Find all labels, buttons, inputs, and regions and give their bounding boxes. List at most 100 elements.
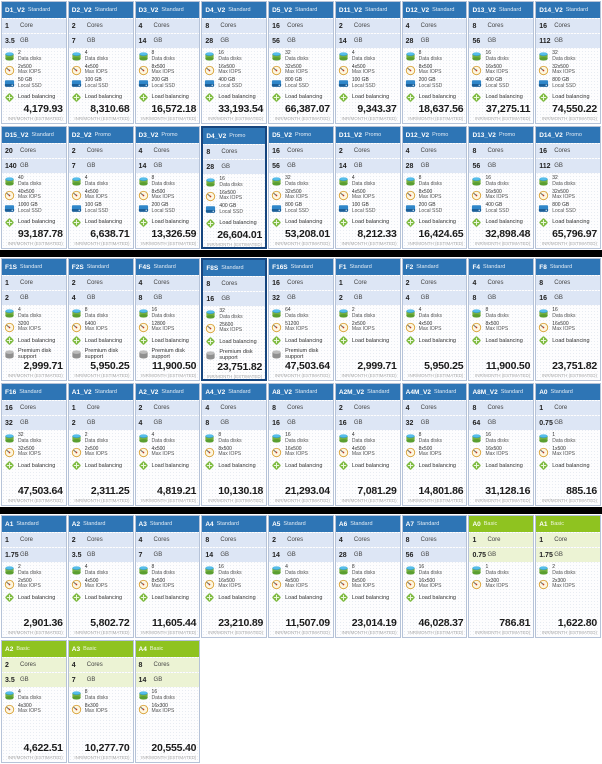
max-iops-icon bbox=[405, 65, 416, 76]
local-ssd-icon bbox=[4, 203, 15, 214]
max-iops-label: Max IOPS bbox=[485, 194, 509, 201]
load-balancing-icon bbox=[138, 592, 149, 603]
vm-size-card[interactable]: D4_V2 Promo 8 Cores 28 GB 16 Data disks 16x500 Ma… bbox=[201, 126, 268, 249]
vm-size-card[interactable]: D2_V2 Promo 2 Cores 7 GB 4 Data disks 4x500 Max I… bbox=[67, 126, 134, 249]
ram-value: 14 bbox=[138, 37, 147, 45]
vm-size-card[interactable]: A2M_V2 Standard 2 Cores 16 GB 4 Data disks 4x500… bbox=[334, 383, 401, 506]
vm-size-card[interactable]: D12_V2 Standard 4 Cores 28 GB 8 Data disks 8x500… bbox=[401, 1, 468, 124]
ram-label: GB bbox=[221, 164, 230, 170]
vm-size-card[interactable]: D13_V2 Standard 8 Cores 56 GB 16 Data disks 16x5… bbox=[468, 1, 535, 124]
feature-local-ssd: 800 GB Local SSD bbox=[538, 202, 598, 215]
price-value: 47,503.64 bbox=[17, 485, 63, 497]
vm-size-card[interactable]: F4 Standard 4 Cores 8 GB 8 Data disks 8x500 Max I… bbox=[468, 258, 535, 381]
vm-size-card[interactable]: A4 Standard 8 Cores 14 GB 16 Data disks 16x500 Ma… bbox=[201, 515, 268, 638]
vm-size-card[interactable]: A2 Standard 2 Cores 3.5 GB 4 Data disks 4x500 Max… bbox=[67, 515, 134, 638]
vm-size-card[interactable]: D2_V2 Standard 2 Cores 7 GB 4 Data disks 4x500 Ma… bbox=[67, 1, 134, 124]
load-balancing-icon bbox=[271, 92, 282, 103]
cores-value: 4 bbox=[71, 661, 76, 669]
feature-list: 16 Data disks 16x500 Max IOPS Load balancing bbox=[269, 430, 333, 471]
vm-size-card[interactable]: A4_V2 Standard 4 Cores 8 GB 8 Data disks 8x500 Ma… bbox=[201, 383, 268, 506]
vm-size-card[interactable]: D13_V2 Promo 8 Cores 56 GB 16 Data disks 16x500 M… bbox=[468, 126, 535, 249]
cores-value: 8 bbox=[472, 22, 477, 30]
vm-size-card[interactable]: A4M_V2 Standard 4 Cores 32 GB 8 Data disks 8x500… bbox=[401, 383, 468, 506]
vm-size-card[interactable]: D11_V2 Promo 2 Cores 14 GB 4 Data disks 4x500 Max… bbox=[334, 126, 401, 249]
vm-size-card[interactable]: A3 Standard 4 Cores 7 GB 8 Data disks 8x500 Max I… bbox=[134, 515, 201, 638]
vm-size-card[interactable]: D14_V2 Promo 16 Cores 112 GB 32 Data disks 32x50… bbox=[535, 126, 601, 249]
vm-size-card[interactable]: F16 Standard 16 Cores 32 GB 32 Data disks 32x500… bbox=[1, 383, 67, 506]
vm-size-card[interactable]: D4_V2 Standard 8 Cores 28 GB 16 Data disks 16x50… bbox=[201, 1, 268, 124]
vm-size-card[interactable]: D1_V2 Standard 1 Core 3.5 GB 2 Data disks 2x500 M… bbox=[1, 1, 67, 124]
vm-size-card[interactable]: F1 Standard 1 Core 2 GB 2 Data disks 2x500 Max IO… bbox=[334, 258, 401, 381]
data-disks-value: 16 bbox=[151, 689, 158, 695]
card-header: D13_V2 Promo bbox=[469, 127, 534, 143]
vm-size-card[interactable]: A0 Standard 1 Core 0.75 GB 1 Data disks 1x500 Max… bbox=[535, 383, 601, 506]
ram-label: GB bbox=[221, 296, 230, 302]
price-box: 10,130.18 INR/MONTH (ESTIMATED) bbox=[202, 485, 266, 505]
max-iops-label: Max IOPS bbox=[84, 194, 108, 201]
feature-data-disks: 8 Data disks bbox=[405, 175, 465, 188]
vm-size-card[interactable]: D3_V2 Promo 4 Cores 14 GB 8 Data disks 8x500 Max … bbox=[134, 126, 201, 249]
data-disks-icon bbox=[538, 51, 549, 62]
max-iops-value: 2x500 bbox=[18, 63, 32, 70]
vm-size-card[interactable]: F1S Standard 1 Core 2 GB 4 Data disks 3200 Max IO… bbox=[1, 258, 67, 381]
feature-max-iops: 1x300 Max IOPS bbox=[471, 578, 531, 591]
feature-list: 4 Data disks 4x500 Max IOPS Load balancing bbox=[69, 562, 133, 603]
vm-size-card[interactable]: A8_V2 Standard 8 Cores 16 GB 16 Data disks 16x50… bbox=[268, 383, 334, 506]
vm-size-card[interactable]: F4S Standard 4 Cores 8 GB 16 Data disks 12800 Max… bbox=[134, 258, 201, 381]
feature-data-disks: 64 Data disks bbox=[271, 307, 331, 320]
data-disks-label: Data disks bbox=[84, 694, 109, 701]
feature-max-iops: 4x500 Max IOPS bbox=[271, 578, 331, 591]
vm-size-card[interactable]: F8S Standard 8 Cores 16 GB 32 Data disks 25600 Ma… bbox=[201, 258, 268, 381]
max-iops-label: Max IOPS bbox=[351, 451, 375, 458]
vm-size-card[interactable]: F2S Standard 2 Cores 4 GB 8 Data disks 6400 Max I… bbox=[67, 258, 134, 381]
vm-size-card[interactable]: D14_V2 Standard 16 Cores 112 GB 32 Data disks 32… bbox=[535, 1, 601, 124]
local-ssd-icon bbox=[405, 203, 416, 214]
vm-size-card[interactable]: D5_V2 Standard 16 Cores 56 GB 32 Data disks 32x5… bbox=[268, 1, 334, 124]
vm-size-card[interactable]: A4 Basic 8 Cores 14 GB 16 Data disks 16x300 Max I… bbox=[134, 640, 201, 763]
vm-size-card[interactable]: A1 Basic 1 Core 1.75 GB 2 Data disks 2x300 Max IO… bbox=[535, 515, 601, 638]
empty-slot bbox=[334, 640, 401, 763]
vm-size-card[interactable]: A8M_V2 Standard 8 Cores 64 GB 16 Data disks 16x5… bbox=[468, 383, 535, 506]
vm-size-card[interactable]: A1 Standard 1 Core 1.75 GB 2 Data disks 2x500 Max… bbox=[1, 515, 67, 638]
ram-label: GB bbox=[287, 295, 296, 301]
max-iops-icon bbox=[471, 322, 482, 333]
vm-size-card[interactable]: A7 Standard 8 Cores 56 GB 16 Data disks 16x500 Ma… bbox=[401, 515, 468, 638]
ram-label: GB bbox=[20, 677, 29, 683]
vm-size-card[interactable]: D11_V2 Standard 2 Cores 14 GB 4 Data disks 4x500… bbox=[334, 1, 401, 124]
feature-data-disks: 4 Data disks bbox=[4, 307, 64, 320]
vm-size-card[interactable]: A5 Standard 2 Cores 14 GB 4 Data disks 4x500 Max … bbox=[268, 515, 334, 638]
data-disks-value: 16 bbox=[218, 50, 224, 56]
data-disks-label: Data disks bbox=[18, 569, 42, 576]
load-balancing-label: Load balancing bbox=[285, 594, 323, 601]
local-ssd-label: Local SSD bbox=[351, 207, 376, 214]
vm-size-card[interactable]: D12_V2 Promo 4 Cores 28 GB 8 Data disks 8x500 Max… bbox=[401, 126, 468, 249]
vm-size-card[interactable]: A1_V2 Standard 1 Core 2 GB 2 Data disks 2x500 Max… bbox=[67, 383, 134, 506]
vm-size-card[interactable]: F8 Standard 8 Cores 16 GB 16 Data disks 16x500 Ma… bbox=[535, 258, 601, 381]
max-iops-value: 16x500 bbox=[485, 188, 502, 195]
data-disks-value: 8 bbox=[151, 50, 155, 56]
feature-list: 1 Data disks 1x500 Max IOPS Load balancing bbox=[536, 430, 600, 471]
card-header: D11_V2 Promo bbox=[335, 127, 400, 143]
max-iops-value: 32x500 bbox=[552, 63, 569, 70]
cores-spec: 1 Core bbox=[2, 19, 66, 33]
max-iops-label: Max IOPS bbox=[552, 583, 576, 590]
vm-size-card[interactable]: F2 Standard 2 Cores 4 GB 4 Data disks 4x500 Max I… bbox=[401, 258, 468, 381]
vm-size-card[interactable]: A6 Standard 4 Cores 28 GB 8 Data disks 8x500 Max … bbox=[334, 515, 401, 638]
max-iops-text: 32x500 Max IOPS bbox=[552, 63, 575, 77]
local-ssd-value: 100 GB bbox=[84, 77, 102, 83]
vm-size-card[interactable]: D3_V2 Standard 4 Cores 14 GB 8 Data disks 8x500 M… bbox=[134, 1, 201, 124]
local-ssd-label: Local SSD bbox=[218, 82, 242, 89]
cores-value: 4 bbox=[405, 404, 410, 412]
vm-size-card[interactable]: F16S Standard 16 Cores 32 GB 64 Data disks 51200… bbox=[268, 258, 334, 381]
vm-size-card[interactable]: A2_V2 Standard 2 Cores 4 GB 4 Data disks 4x500 Ma… bbox=[134, 383, 201, 506]
max-iops-icon bbox=[204, 65, 215, 76]
vm-size-card[interactable]: A3 Basic 4 Cores 7 GB 8 Data disks 8x300 Max IOPS… bbox=[67, 640, 134, 763]
vm-size-card[interactable]: A0 Basic 1 Core 0.75 GB 1 Data disks 1x300 Max IO… bbox=[468, 515, 535, 638]
load-balancing-icon bbox=[271, 335, 282, 346]
feature-local-ssd: 200 GB Local SSD bbox=[405, 77, 465, 90]
vm-size-card[interactable]: D15_V2 Standard 20 Cores 140 GB 40 Data disks 40… bbox=[1, 126, 67, 249]
cores-label: Core bbox=[554, 405, 568, 411]
vm-size-card[interactable]: A2 Basic 2 Cores 3.5 GB 4 Data disks 4x300 Max IO… bbox=[1, 640, 67, 763]
vm-size-card[interactable]: D5_V2 Promo 16 Cores 56 GB 32 Data disks 32x500 M… bbox=[268, 126, 334, 249]
feature-max-iops: 4x500 Max IOPS bbox=[71, 578, 131, 591]
